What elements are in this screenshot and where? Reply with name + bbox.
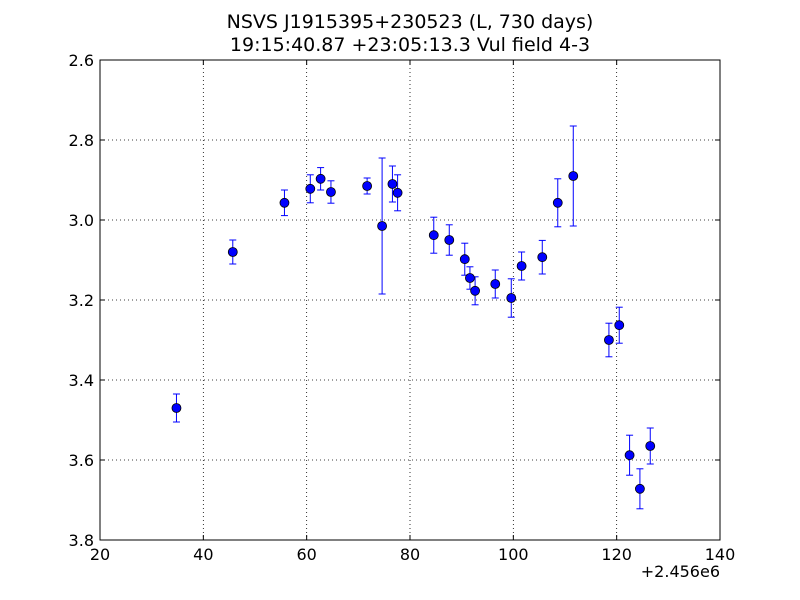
- data-point: [387, 179, 398, 189]
- y-tick-label: 3.6: [69, 451, 94, 470]
- x-tick-label: 40: [193, 545, 213, 564]
- data-point: [516, 261, 527, 271]
- data-point: [444, 235, 455, 245]
- x-tick-label: 20: [90, 545, 110, 564]
- x-offset-label: +2.456e6: [641, 562, 720, 581]
- y-tick-label: 2.6: [69, 51, 94, 70]
- data-point: [470, 285, 481, 296]
- data-point: [227, 247, 238, 257]
- data-point: [552, 197, 563, 208]
- data-point: [490, 279, 501, 289]
- y-tick-label: 3.4: [69, 371, 94, 390]
- data-point: [315, 173, 326, 184]
- data-point: [377, 221, 388, 231]
- chart-title: NSVS J1915395+230523 (L, 730 days): [226, 11, 594, 33]
- data-point: [305, 183, 316, 194]
- data-point: [614, 320, 625, 331]
- data-point: [326, 187, 336, 197]
- data-point: [392, 187, 403, 198]
- data-point: [506, 293, 517, 303]
- y-tick-label: 3.2: [69, 291, 94, 310]
- y-tick-label: 3.0: [69, 211, 94, 230]
- plot-frame: [99, 59, 721, 541]
- data-point: [604, 335, 614, 345]
- data-point: [624, 450, 635, 461]
- data-point: [362, 181, 373, 191]
- x-tick-label: 140: [705, 545, 736, 564]
- data-point: [465, 273, 475, 283]
- data-point: [428, 230, 439, 241]
- data-point: [568, 171, 579, 181]
- chart-subtitle: 19:15:40.87 +23:05:13.3 Vul field 4-3: [229, 34, 591, 56]
- data-point: [459, 254, 470, 265]
- data-point: [171, 403, 182, 413]
- data-point: [635, 483, 645, 494]
- x-tick-label: 60: [296, 545, 316, 564]
- x-tick-label: 100: [498, 545, 529, 564]
- data-point: [279, 197, 290, 208]
- x-tick-label: 80: [400, 545, 420, 564]
- x-tick-label: 120: [601, 545, 632, 564]
- data-point: [537, 252, 548, 263]
- y-tick-label: 3.8: [69, 531, 94, 550]
- data-point: [645, 441, 656, 451]
- y-tick-label: 2.8: [69, 131, 94, 150]
